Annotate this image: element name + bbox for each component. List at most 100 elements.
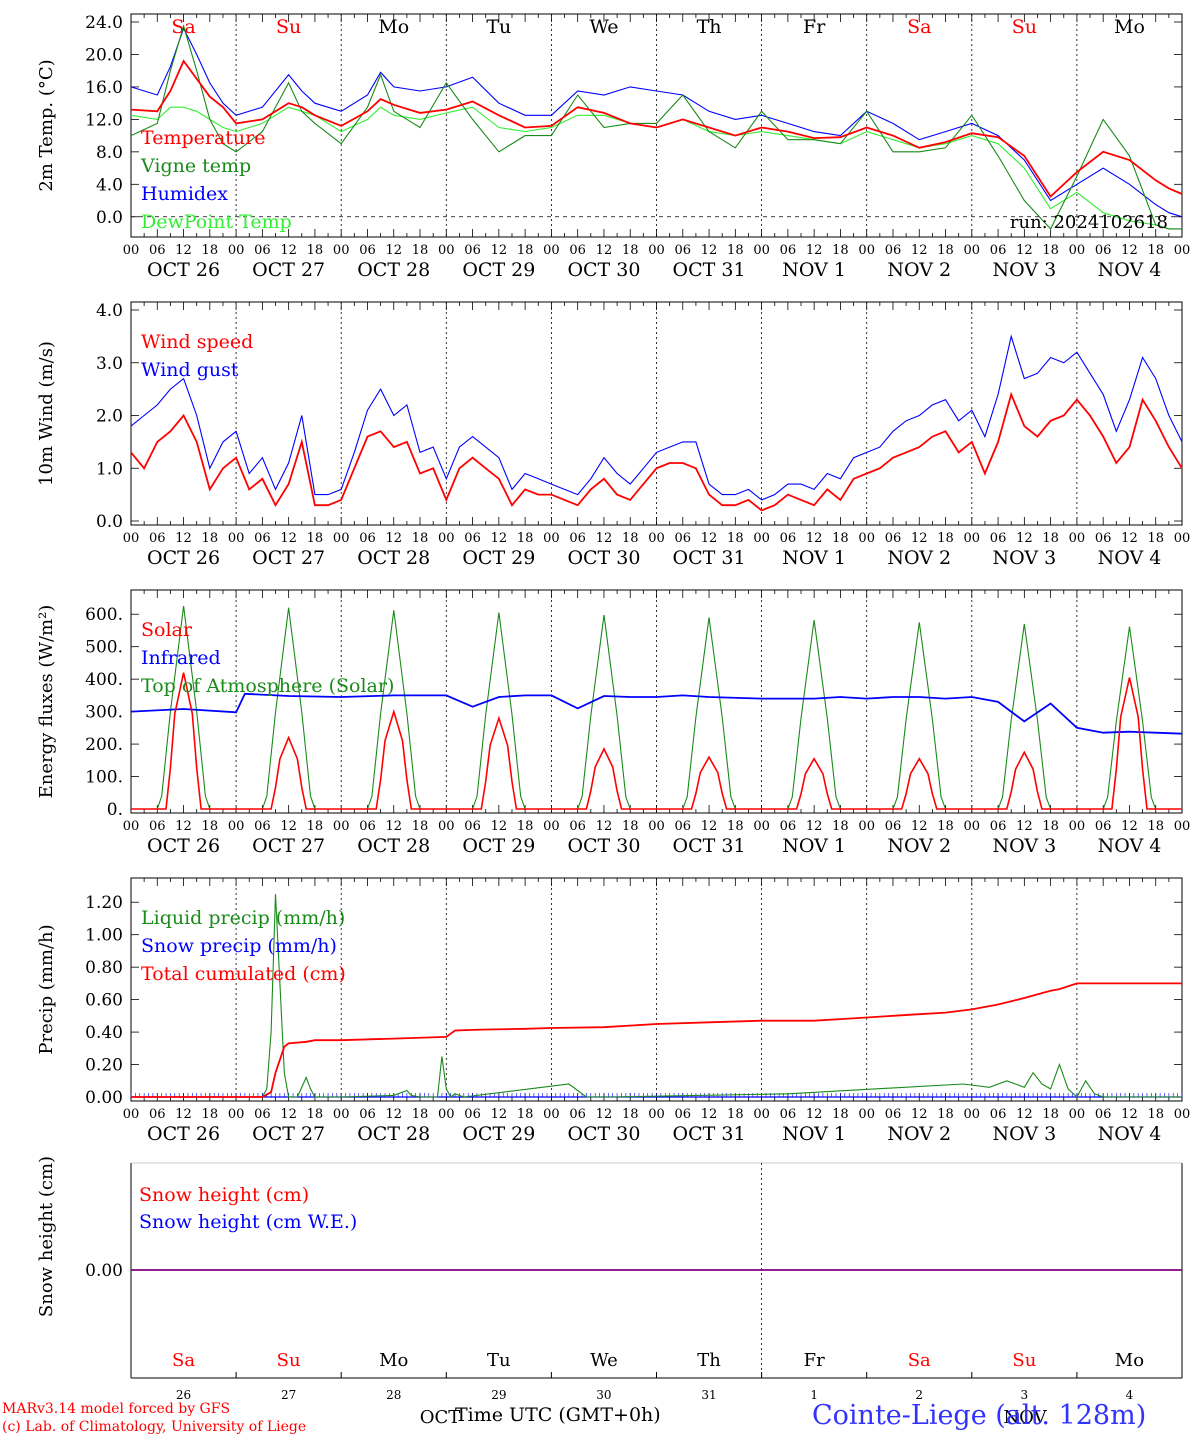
- hour-tick-label: 06: [990, 819, 1007, 834]
- date-label: OCT 31: [673, 835, 746, 857]
- date-label: OCT 30: [567, 259, 640, 281]
- hour-tick-label: 00: [228, 819, 245, 834]
- day-number-label: 4: [1126, 1388, 1134, 1402]
- date-label: NOV 2: [887, 259, 951, 281]
- weekday-label: Mo: [1114, 16, 1145, 38]
- hour-tick-label: 12: [175, 243, 192, 258]
- y-axis-label: 10m Wind (m/s): [36, 341, 57, 486]
- hour-tick-label: 18: [412, 531, 429, 546]
- legend-temperature: Temperature: [141, 127, 265, 149]
- panel-5: Snow height (cm) 0.00 Snow height (cm) Snow…: [36, 1156, 1183, 1428]
- y-tick-label: 4.0: [96, 175, 123, 195]
- credit-model: MARv3.14 model forced by GFS: [2, 1401, 231, 1417]
- hour-tick-label: 06: [464, 243, 481, 258]
- hour-tick-label: 18: [622, 819, 639, 834]
- weekday-label: Tu: [487, 1350, 511, 1371]
- hour-tick-label: 00: [333, 531, 350, 546]
- date-label: NOV 3: [992, 547, 1056, 569]
- weekday-label: Th: [697, 16, 722, 38]
- date-label: NOV 2: [887, 1123, 951, 1145]
- date-label: OCT 29: [462, 547, 535, 569]
- hour-tick-label: 00: [228, 1107, 245, 1122]
- date-label: OCT 27: [252, 835, 325, 857]
- y-tick-label: 0.80: [85, 958, 123, 978]
- date-label: NOV 2: [887, 547, 951, 569]
- hour-tick-label: 00: [543, 1107, 560, 1122]
- legend-vigne-temp: Vigne temp: [140, 155, 251, 177]
- hour-tick-label: 18: [202, 1107, 219, 1122]
- date-label: OCT 27: [252, 259, 325, 281]
- hour-tick-label: 18: [412, 1107, 429, 1122]
- hour-tick-label: 06: [675, 1107, 692, 1122]
- hour-tick-label: 06: [1095, 243, 1112, 258]
- hour-tick-label: 00: [648, 1107, 665, 1122]
- hour-tick-label: 06: [254, 243, 271, 258]
- hour-tick-label: 06: [254, 1107, 271, 1122]
- hour-tick-label: 18: [202, 819, 219, 834]
- hour-tick-label: 00: [858, 531, 875, 546]
- legend-snow-height-cm: Snow height (cm): [139, 1184, 309, 1206]
- hour-tick-label: 18: [937, 819, 954, 834]
- credit-lab: (c) Lab. of Climatology, University of L…: [2, 1419, 307, 1435]
- weekday-label: Th: [697, 1350, 721, 1371]
- hour-tick-label: 12: [385, 819, 402, 834]
- day-number-label: 3: [1021, 1388, 1029, 1402]
- hour-tick-label: 00: [543, 819, 560, 834]
- hour-tick-label: 06: [675, 531, 692, 546]
- hour-tick-label: 06: [149, 243, 166, 258]
- weekday-label: Su: [277, 1350, 301, 1371]
- hour-tick-label: 12: [175, 1107, 192, 1122]
- hour-tick-label: 00: [123, 243, 140, 258]
- y-tick-label: 0.: [107, 800, 123, 820]
- weekday-label: Mo: [1115, 1350, 1144, 1371]
- hour-tick-label: 00: [858, 1107, 875, 1122]
- date-label: OCT 27: [252, 1123, 325, 1145]
- hour-tick-label: 00: [438, 531, 455, 546]
- hour-tick-label: 12: [1121, 243, 1138, 258]
- hour-tick-label: 06: [780, 531, 797, 546]
- hour-tick-label: 06: [254, 819, 271, 834]
- hour-tick-label: 00: [1069, 1107, 1086, 1122]
- hour-tick-label: 06: [885, 1107, 902, 1122]
- hour-tick-label: 12: [596, 243, 613, 258]
- hour-tick-label: 06: [149, 531, 166, 546]
- hour-tick-label: 00: [1174, 531, 1191, 546]
- hour-tick-label: 12: [596, 819, 613, 834]
- hour-tick-label: 18: [937, 1107, 954, 1122]
- hour-tick-label: 06: [990, 243, 1007, 258]
- y-tick-label: 16.0: [85, 78, 123, 98]
- hour-tick-label: 06: [780, 243, 797, 258]
- hour-tick-label: 06: [149, 1107, 166, 1122]
- y-tick-label: 0.0: [96, 208, 123, 228]
- hour-tick-label: 12: [1121, 819, 1138, 834]
- y-tick-label: 1.20: [85, 893, 123, 913]
- date-label: OCT 26: [147, 1123, 220, 1145]
- hour-tick-label: 18: [1147, 243, 1164, 258]
- panel-1: 2m Temp. (°C)00 06 12 18 00 06 12 18 00 06 12 18 00 0…: [36, 13, 1190, 281]
- y-tick-label: 400.: [85, 670, 123, 690]
- hour-tick-label: 18: [307, 243, 324, 258]
- hour-tick-label: 00: [753, 531, 770, 546]
- hour-tick-label: 12: [1016, 243, 1033, 258]
- date-label: NOV 3: [992, 835, 1056, 857]
- day-number-label: 28: [386, 1388, 401, 1402]
- hour-tick-label: 00: [964, 1107, 981, 1122]
- hour-tick-label: 00: [438, 1107, 455, 1122]
- series-wind-gust: [130, 334, 1183, 501]
- hour-tick-label: 18: [727, 819, 744, 834]
- weekday-label: Fr: [803, 16, 826, 38]
- hour-tick-label: 00: [753, 243, 770, 258]
- y-tick-label: 200.: [85, 735, 123, 755]
- hour-tick-label: 00: [1174, 819, 1191, 834]
- date-label: NOV 4: [1098, 1123, 1162, 1145]
- hour-tick-label: 00: [1174, 1107, 1191, 1122]
- date-label: OCT 30: [567, 1123, 640, 1145]
- hour-tick-label: 12: [491, 243, 508, 258]
- hour-tick-label: 06: [1095, 1107, 1112, 1122]
- legend-infrared: Infrared: [141, 647, 221, 669]
- hour-tick-label: 06: [359, 243, 376, 258]
- month-label-nov: NOV: [1003, 1407, 1047, 1428]
- hour-tick-label: 00: [964, 531, 981, 546]
- hour-tick-label: 06: [569, 243, 586, 258]
- hour-tick-label: 12: [280, 531, 297, 546]
